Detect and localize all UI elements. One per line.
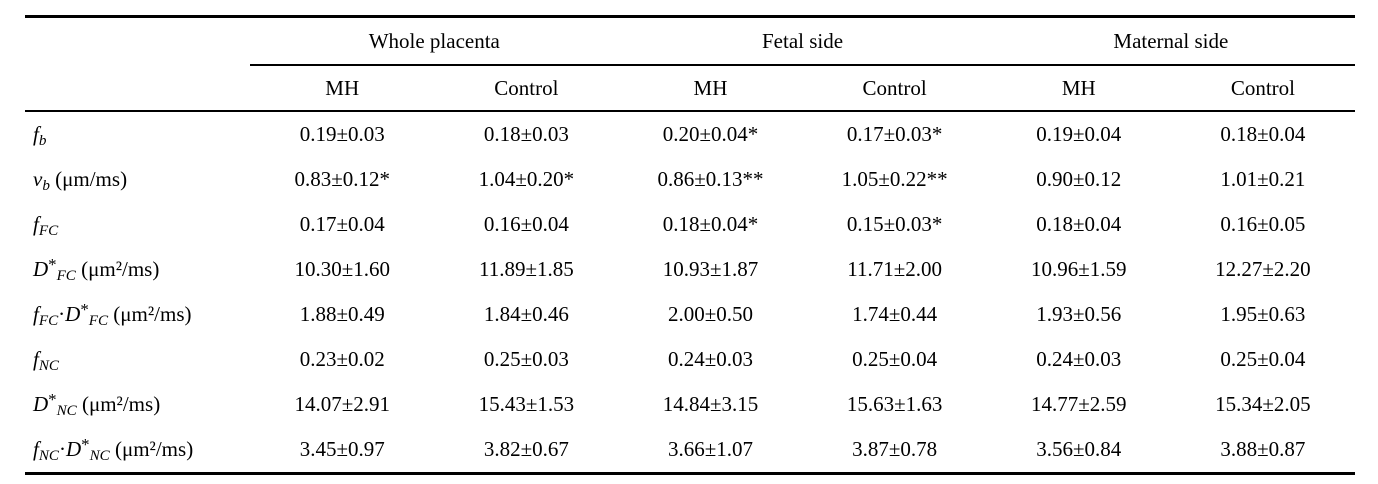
table-cell: 0.19±0.03 <box>299 122 385 146</box>
row-label: fNC <box>33 347 59 374</box>
table-cell: 15.43±1.53 <box>478 392 575 416</box>
results-table: Whole placenta Fetal side Maternal side … <box>25 15 1355 475</box>
table-cell: 1.95±0.63 <box>1220 302 1306 326</box>
table-cell: 10.30±1.60 <box>294 257 390 281</box>
row-label: vb (μm/ms) <box>33 167 128 194</box>
table-cell: 3.56±0.84 <box>1036 437 1122 461</box>
column-header-mh-maternal: MH <box>986 65 1171 112</box>
table-cell: 1.93±0.56 <box>1036 302 1122 326</box>
table-cell: 0.25±0.04 <box>852 347 938 371</box>
table-cell: 0.86±0.13** <box>657 167 764 191</box>
table-cell: 1.74±0.44 <box>852 302 938 326</box>
table-cell: 0.18±0.04* <box>662 212 759 236</box>
table-cell: 3.45±0.97 <box>299 437 385 461</box>
table-cell: 0.18±0.04 <box>1036 212 1122 236</box>
table-cell: 3.82±0.67 <box>483 437 569 461</box>
table-cell: 0.25±0.04 <box>1220 347 1306 371</box>
group-header-row: Whole placenta Fetal side Maternal side <box>25 16 1355 66</box>
column-header-mh-fetal: MH <box>618 65 803 112</box>
table-cell: 0.15±0.03* <box>846 212 943 236</box>
table-cell: 11.71±2.00 <box>847 257 942 281</box>
row-label: fFC <box>33 212 59 239</box>
table-cell: 3.88±0.87 <box>1220 437 1306 461</box>
table-cell: 1.88±0.49 <box>299 302 385 326</box>
table-cell: 15.63±1.63 <box>846 392 943 416</box>
table-cell: 0.20±0.04* <box>662 122 759 146</box>
table-cell: 0.90±0.12 <box>1036 167 1122 191</box>
table-cell: 0.16±0.04 <box>483 212 569 236</box>
table-cell: 14.07±2.91 <box>294 392 390 416</box>
group-header-maternal-side: Maternal side <box>986 16 1355 66</box>
table-cell: 1.84±0.46 <box>483 302 569 326</box>
table-row: D*NC (μm²/ms) 14.07±2.91 15.43±1.53 14.84±3… <box>25 382 1355 427</box>
column-header-control-fetal: Control <box>802 65 987 112</box>
table-cell: 0.17±0.03* <box>846 122 943 146</box>
table-cell: 14.84±3.15 <box>662 392 759 416</box>
table-row: fNC·D*NC (μm²/ms) 3.45±0.97 3.82±0.67 3.66±… <box>25 427 1355 474</box>
table-cell: 2.00±0.50 <box>667 302 753 326</box>
table-cell: 1.05±0.22** <box>841 167 948 191</box>
stub-cell <box>25 17 250 66</box>
table-cell: 0.24±0.03 <box>667 347 753 371</box>
table-cell: 0.23±0.02 <box>299 347 385 371</box>
table-cell: 3.87±0.78 <box>852 437 938 461</box>
table-cell: 0.17±0.04 <box>299 212 385 236</box>
table-row: vb (μm/ms) 0.83±0.12* 1.04±0.20* 0.86±0.13*… <box>25 157 1355 202</box>
table-cell: 0.16±0.05 <box>1220 212 1306 236</box>
table-row: fFC·D*FC (μm²/ms) 1.88±0.49 1.84±0.46 2.00±… <box>25 292 1355 337</box>
row-label: D*NC (μm²/ms) <box>33 390 161 419</box>
table-cell: 12.27±2.20 <box>1215 257 1311 281</box>
column-header-control-whole: Control <box>434 65 619 112</box>
table-row: fNC 0.23±0.02 0.25±0.03 0.24±0.03 0.25±0.04 0… <box>25 337 1355 382</box>
table-cell: 0.24±0.03 <box>1036 347 1122 371</box>
table-cell: 1.01±0.21 <box>1220 167 1306 191</box>
table-cell: 0.25±0.03 <box>483 347 569 371</box>
table-cell: 15.34±2.05 <box>1215 392 1311 416</box>
table-cell: 10.93±1.87 <box>662 257 759 281</box>
row-label: fFC·D*FC (μm²/ms) <box>33 300 192 329</box>
table-cell: 0.19±0.04 <box>1036 122 1122 146</box>
group-header-fetal-side: Fetal side <box>618 16 987 66</box>
table-row: fb 0.19±0.03 0.18±0.03 0.20±0.04* 0.17±0.03*… <box>25 111 1355 157</box>
table-row: D*FC (μm²/ms) 10.30±1.60 11.89±1.85 10.93±1… <box>25 247 1355 292</box>
table-cell: 1.04±0.20* <box>478 167 575 191</box>
row-label: fNC·D*NC (μm²/ms) <box>33 435 194 464</box>
table-cell: 14.77±2.59 <box>1030 392 1127 416</box>
paper-table-container: Whole placenta Fetal side Maternal side … <box>25 15 1355 475</box>
row-label: fb <box>33 122 47 149</box>
table-cell: 0.18±0.03 <box>483 122 569 146</box>
row-label: D*FC (μm²/ms) <box>33 255 160 284</box>
table-cell: 0.18±0.04 <box>1220 122 1306 146</box>
table-body: fb 0.19±0.03 0.18±0.03 0.20±0.04* 0.17±0.03*… <box>25 111 1355 474</box>
table-cell: 3.66±1.07 <box>667 437 753 461</box>
stub-cell <box>25 65 251 112</box>
group-header-whole-placenta: Whole placenta <box>250 16 619 66</box>
table-cell: 11.89±1.85 <box>478 257 574 281</box>
table-row: fFC 0.17±0.04 0.16±0.04 0.18±0.04* 0.15±0.03… <box>25 202 1355 247</box>
column-header-mh-whole: MH <box>250 65 435 112</box>
table-cell: 10.96±1.59 <box>1030 257 1127 281</box>
column-header-row: MH Control MH Control MH Control <box>25 65 1355 112</box>
table-cell: 0.83±0.12* <box>294 167 390 191</box>
column-header-control-maternal: Control <box>1170 65 1355 112</box>
